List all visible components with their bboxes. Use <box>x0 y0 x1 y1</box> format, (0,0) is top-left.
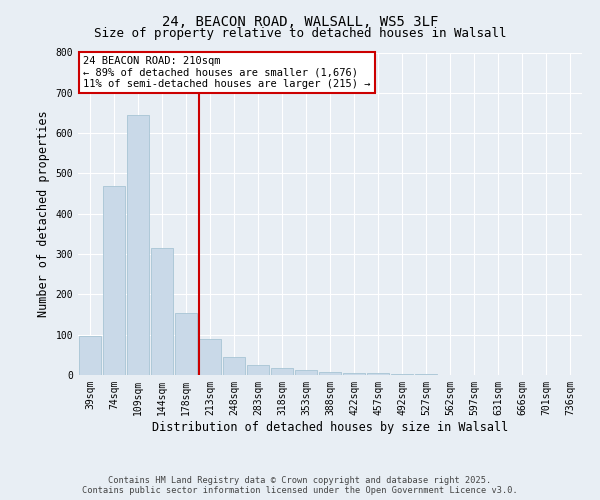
Bar <box>247 365 269 375</box>
Text: 24, BEACON ROAD, WALSALL, WS5 3LF: 24, BEACON ROAD, WALSALL, WS5 3LF <box>162 15 438 29</box>
Y-axis label: Number of detached properties: Number of detached properties <box>37 110 50 317</box>
Bar <box>127 115 149 375</box>
Bar <box>415 374 437 375</box>
Bar <box>175 312 197 375</box>
Bar <box>151 248 173 375</box>
Bar <box>103 186 125 375</box>
X-axis label: Distribution of detached houses by size in Walsall: Distribution of detached houses by size … <box>152 420 508 434</box>
Text: 24 BEACON ROAD: 210sqm
← 89% of detached houses are smaller (1,676)
11% of semi-: 24 BEACON ROAD: 210sqm ← 89% of detached… <box>83 56 371 89</box>
Bar <box>223 357 245 375</box>
Bar <box>343 372 365 375</box>
Bar <box>391 374 413 375</box>
Text: Contains HM Land Registry data © Crown copyright and database right 2025.
Contai: Contains HM Land Registry data © Crown c… <box>82 476 518 495</box>
Text: Size of property relative to detached houses in Walsall: Size of property relative to detached ho… <box>94 28 506 40</box>
Bar <box>199 338 221 375</box>
Bar <box>295 370 317 375</box>
Bar <box>367 374 389 375</box>
Bar <box>79 336 101 375</box>
Bar <box>319 372 341 375</box>
Bar <box>271 368 293 375</box>
